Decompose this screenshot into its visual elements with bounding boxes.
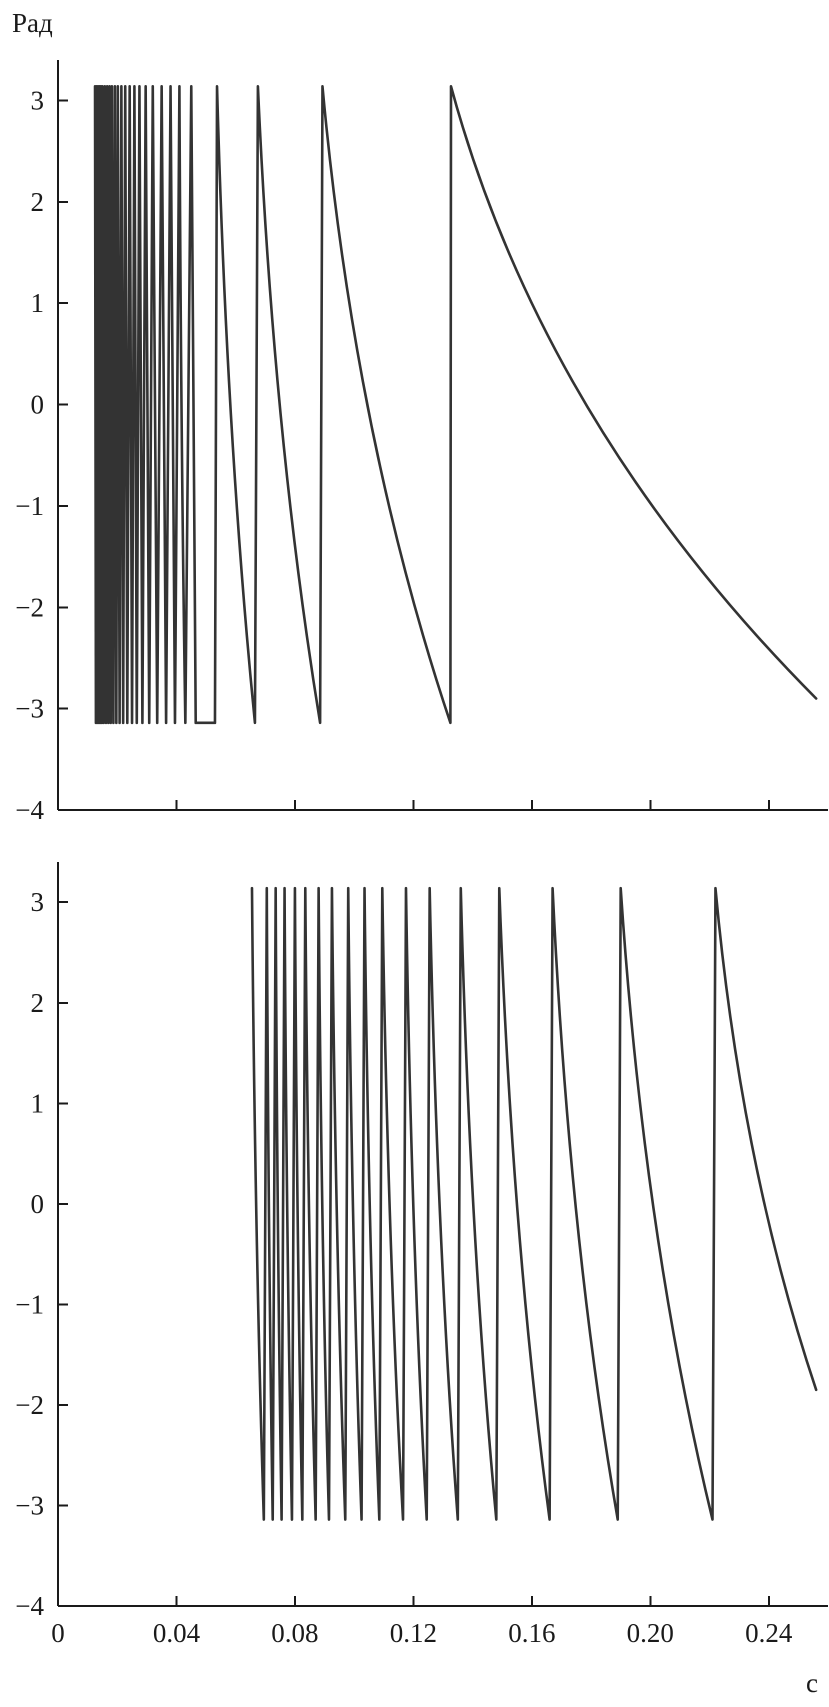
y-tick-label: 2: [31, 988, 45, 1018]
phase-series-line: [250, 886, 818, 1521]
x-tick-label: 0.16: [508, 1618, 555, 1648]
y-axis-label: Рад: [12, 8, 53, 38]
y-tick-label: −1: [15, 1289, 44, 1319]
y-tick-label: −1: [15, 491, 44, 521]
x-axis-label: с: [806, 1668, 818, 1698]
y-tick-label: 3: [31, 887, 45, 917]
y-tick-label: −4: [15, 1591, 44, 1621]
y-tick-label: 2: [31, 187, 45, 217]
y-tick-label: 1: [31, 1088, 45, 1118]
y-tick-label: −4: [15, 795, 44, 825]
y-tick-label: −3: [15, 694, 44, 724]
x-tick-label: 0: [51, 1618, 65, 1648]
x-tick-label: 0.24: [745, 1618, 793, 1648]
y-tick-label: 0: [31, 1189, 45, 1219]
y-tick-label: 0: [31, 390, 45, 420]
y-tick-label: 1: [31, 288, 45, 318]
y-tick-label: −3: [15, 1490, 44, 1520]
y-tick-label: −2: [15, 592, 44, 622]
y-tick-label: −2: [15, 1390, 44, 1420]
y-tick-label: 3: [31, 86, 45, 116]
x-tick-label: 0.04: [153, 1618, 201, 1648]
top-panel: 3 2 1 0 −1 −2 −3 −4 Рад: [12, 8, 828, 825]
x-tick-label: 0.12: [390, 1618, 437, 1648]
x-tick-label: 0.08: [271, 1618, 318, 1648]
phase-series-line: [93, 85, 818, 725]
x-tick-label: 0.20: [627, 1618, 674, 1648]
